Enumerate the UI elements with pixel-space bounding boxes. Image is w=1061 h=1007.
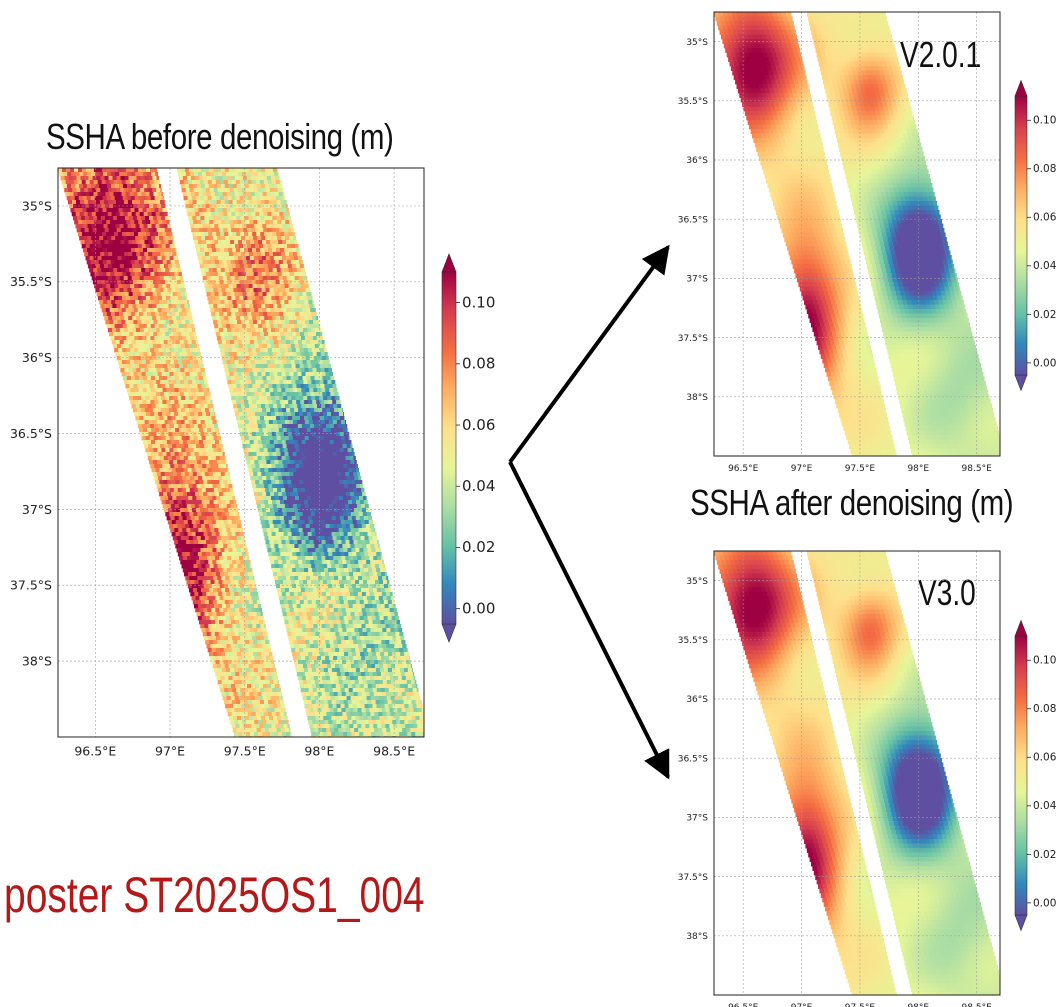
colorbar-0: 0.10 0.08 0.06 0.04 0.02 0.00	[441, 252, 495, 644]
arrow-to-v30	[508, 461, 670, 780]
plot-frame-1	[713, 11, 1001, 457]
arrow-to-v201	[508, 244, 670, 464]
colorbar-tick-label: 0.08	[1033, 163, 1056, 175]
colorbar-tick-label: 0.04	[462, 477, 495, 495]
y-tick-label: 35.5°S	[10, 274, 52, 289]
y-tick-label: 36°S	[686, 695, 708, 705]
colorbar-tick-label: 0.04	[1033, 260, 1057, 272]
y-tick-label: 37.5°S	[10, 578, 52, 593]
gridlines-1	[714, 12, 1000, 456]
gridlines-0	[58, 168, 424, 737]
y-tick-label: 37.5°S	[678, 873, 709, 883]
colorbar-extend-max	[441, 252, 457, 273]
y-tick-label: 38°S	[686, 393, 708, 403]
colorbar-tick-label: 0.10	[462, 293, 495, 311]
x-tick-label: 98°E	[907, 1003, 929, 1007]
colorbar-tick-label: 0.00	[1033, 897, 1056, 909]
ssha-field-1	[714, 12, 1000, 456]
y-tick-label: 36°S	[22, 350, 52, 365]
x-tick-label: 98°E	[907, 464, 929, 474]
y-tick-label: 36°S	[686, 156, 708, 166]
colorbar-body	[1014, 95, 1028, 376]
panel-0: 96.5°E 97°E 97.5°E 98°E 98.5°E 35°S 35.5°S 36°S…	[10, 167, 495, 759]
y-tick-label: 35.5°S	[678, 636, 709, 646]
y-tick-label: 35°S	[686, 577, 708, 587]
colorbar-tick-label: 0.08	[462, 355, 495, 373]
colorbar-tick-label: 0.06	[462, 416, 495, 434]
x-tick-label: 97°E	[155, 744, 185, 759]
colorbar-tick-label: 0.10	[1033, 655, 1056, 667]
x-tick-label: 97.5°E	[845, 464, 876, 474]
colorbar-1: 0.10 0.08 0.06 0.04 0.02 0.00	[1014, 79, 1057, 392]
colorbar-tick-label: 0.10	[1033, 115, 1056, 127]
panel-1: 96.5°E 97°E 97.5°E 98°E 98.5°E 35°S 35.5°S 36°S…	[678, 11, 1057, 474]
colorbar-tick-label: 0.02	[1033, 849, 1056, 861]
colorbar-tick-label: 0.00	[462, 599, 495, 617]
colorbar-extend-max	[1014, 79, 1028, 97]
x-tick-label: 96.5°E	[728, 1003, 759, 1007]
y-tick-label: 35°S	[686, 38, 708, 48]
version-label-v201: V2.0.1	[900, 34, 982, 75]
version-label-v30: V3.0	[918, 572, 976, 613]
after-title: SSHA after denoising (m)	[690, 482, 1014, 523]
colorbar-tick-label: 0.04	[1033, 800, 1057, 812]
y-tick-label: 37°S	[686, 814, 708, 824]
ssha-field-2	[714, 551, 1000, 995]
x-tick-label: 98.5°E	[962, 1003, 993, 1007]
x-tick-label: 97.5°E	[845, 1003, 876, 1007]
x-tick-label: 96.5°E	[74, 744, 116, 759]
x-tick-label: 97°E	[791, 1003, 813, 1007]
x-tick-label: 98.5°E	[373, 744, 415, 759]
panels-layer: 96.5°E 97°E 97.5°E 98°E 98.5°E 35°S 35.5°S 36°S…	[10, 11, 1057, 1007]
plot-frame-0	[57, 167, 425, 738]
y-tick-label: 35°S	[22, 198, 52, 213]
x-tick-label: 96.5°E	[728, 464, 759, 474]
y-tick-label: 35.5°S	[678, 97, 709, 107]
x-tick-label: 98°E	[304, 744, 334, 759]
x-tick-label: 98.5°E	[962, 464, 993, 474]
y-tick-label: 36.5°S	[678, 215, 709, 225]
colorbar-2: 0.10 0.08 0.06 0.04 0.02 0.00	[1014, 619, 1057, 932]
poster-id: poster ST2025OS1_004	[4, 867, 425, 923]
colorbar-extend-max	[1014, 619, 1028, 637]
panel-2: 96.5°E 97°E 97.5°E 98°E 98.5°E 35°S 35.5°S 36°S…	[678, 550, 1057, 1007]
colorbar-tick-label: 0.06	[1033, 752, 1057, 764]
colorbar-extend-min	[1014, 914, 1028, 932]
y-tick-label: 38°S	[686, 932, 708, 942]
y-tick-label: 37.5°S	[678, 334, 709, 344]
y-tick-label: 37°S	[686, 275, 708, 285]
y-tick-label: 37°S	[22, 502, 52, 517]
colorbar-tick-label: 0.02	[462, 538, 495, 556]
gridlines-2	[714, 551, 1000, 995]
colorbar-tick-label: 0.02	[1033, 309, 1056, 321]
plot-frame-2	[713, 550, 1001, 996]
colorbar-extend-min	[1014, 374, 1028, 392]
colorbar-tick-label: 0.06	[1033, 212, 1057, 224]
y-tick-label: 38°S	[22, 654, 52, 669]
colorbar-body	[441, 271, 457, 625]
y-tick-label: 36.5°S	[678, 754, 709, 764]
y-tick-label: 36.5°S	[10, 426, 52, 441]
x-tick-label: 97.5°E	[224, 744, 266, 759]
colorbar-tick-label: 0.08	[1033, 703, 1056, 715]
colorbar-tick-label: 0.00	[1033, 357, 1056, 369]
colorbar-extend-min	[441, 623, 457, 644]
colorbar-body	[1014, 635, 1028, 916]
x-tick-label: 97°E	[791, 464, 813, 474]
before-title: SSHA before denoising (m)	[46, 116, 394, 157]
